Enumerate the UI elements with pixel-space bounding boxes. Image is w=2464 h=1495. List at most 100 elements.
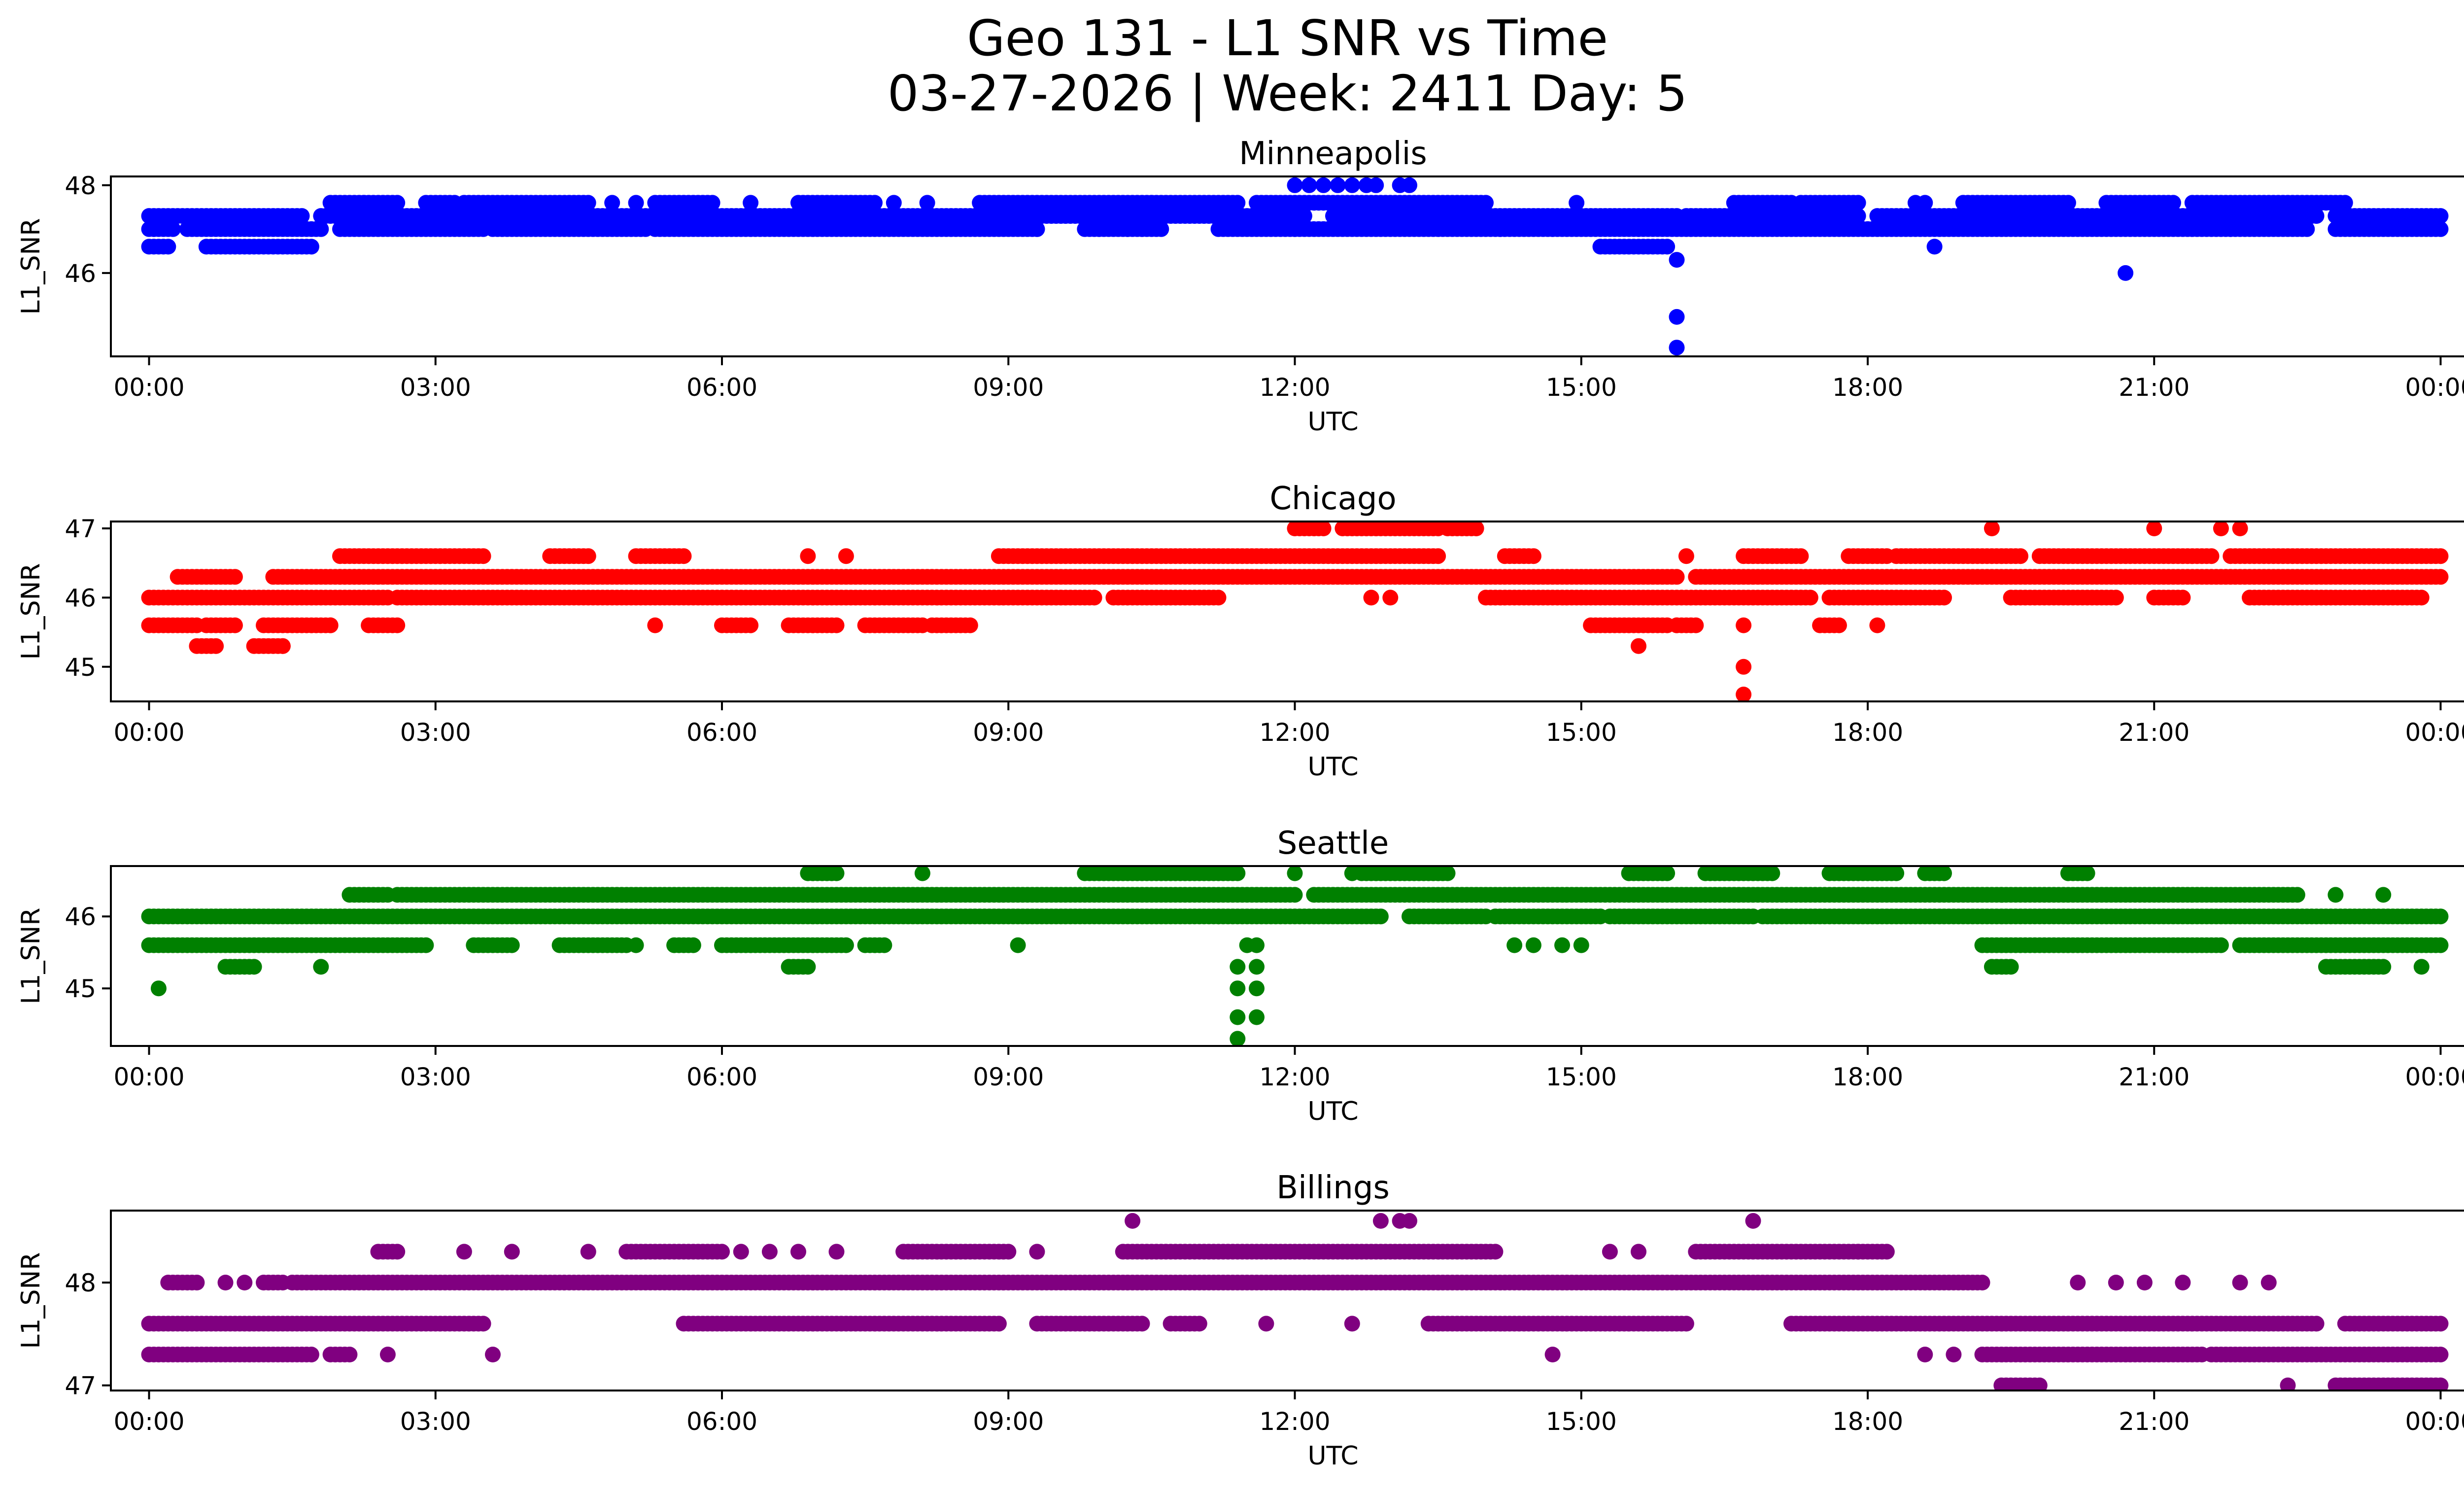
data-point xyxy=(733,1244,749,1260)
data-point xyxy=(1487,1244,1504,1260)
data-point xyxy=(303,1347,319,1362)
data-point xyxy=(2337,195,2353,211)
x-tick-label: 21:00 xyxy=(2119,718,2190,747)
data-point xyxy=(342,1347,358,1362)
x-tick-label: 09:00 xyxy=(973,373,1044,402)
x-tick-label: 03:00 xyxy=(400,373,471,402)
data-point xyxy=(2289,887,2305,903)
x-tick-label: 06:00 xyxy=(686,373,757,402)
data-point xyxy=(2413,590,2430,606)
x-tick-label: 21:00 xyxy=(2119,373,2190,402)
data-point xyxy=(580,548,596,564)
subplot-title-billings: Billings xyxy=(1276,1170,1390,1206)
data-point xyxy=(2118,265,2134,281)
data-point xyxy=(1736,617,1752,633)
data-point xyxy=(828,617,845,633)
data-point xyxy=(828,866,845,881)
y-tick-label: 45 xyxy=(65,974,96,1003)
data-point xyxy=(1974,1275,1990,1290)
scatter-series-seattle xyxy=(141,866,2449,1046)
data-point xyxy=(1402,177,1417,193)
data-point xyxy=(1368,177,1384,193)
data-point xyxy=(1659,866,1676,881)
data-point xyxy=(2308,1316,2325,1332)
data-point xyxy=(1688,617,1704,633)
data-point xyxy=(2146,522,2162,536)
data-point xyxy=(379,1347,396,1362)
data-point xyxy=(1764,866,1780,881)
y-tick-label: 47 xyxy=(65,515,96,543)
data-point xyxy=(2327,887,2344,903)
data-point xyxy=(227,569,243,585)
x-tick-label: 09:00 xyxy=(973,1063,1044,1091)
data-point xyxy=(1029,221,1045,237)
data-point xyxy=(322,617,339,633)
x-tick-label: 12:00 xyxy=(1259,1063,1330,1091)
data-point xyxy=(2308,208,2325,224)
data-point xyxy=(1850,208,1866,224)
data-point xyxy=(1879,1244,1895,1260)
data-point xyxy=(2223,221,2239,237)
x-tick-label: 00:00 xyxy=(2405,718,2464,747)
data-point xyxy=(1669,340,1685,356)
x-tick-label: 00:00 xyxy=(113,718,184,747)
axes-frame-chicago xyxy=(110,521,2464,702)
scatter-series-minneapolis xyxy=(141,177,2449,356)
data-point xyxy=(1573,937,1589,953)
data-point xyxy=(1678,548,1694,564)
data-point xyxy=(604,195,620,211)
data-point xyxy=(475,548,491,564)
data-point xyxy=(456,1244,472,1260)
data-point xyxy=(1191,1316,1207,1332)
data-point xyxy=(1230,1031,1246,1046)
data-point xyxy=(1287,866,1303,881)
y-tick-label: 46 xyxy=(65,259,96,288)
data-point xyxy=(1544,221,1561,237)
data-point xyxy=(1917,195,1933,211)
data-point xyxy=(1468,522,1484,536)
data-point xyxy=(2299,221,2315,237)
data-point xyxy=(1525,548,1541,564)
data-point xyxy=(1287,221,1303,237)
data-point xyxy=(919,195,935,211)
data-point xyxy=(2432,937,2449,953)
data-point xyxy=(2013,548,2028,564)
data-point xyxy=(504,1244,520,1260)
data-point xyxy=(1669,252,1685,268)
data-point xyxy=(2432,208,2449,224)
x-tick-label: 15:00 xyxy=(1546,373,1617,402)
figure-title-line2: 03-27-2026 | Week: 2411 Day: 5 xyxy=(887,65,1688,122)
data-point xyxy=(1230,959,1246,975)
x-axis-label-minneapolis: UTC xyxy=(1307,407,1358,437)
data-point xyxy=(1315,177,1332,193)
data-point xyxy=(886,195,902,211)
data-point xyxy=(1888,866,1905,881)
data-point xyxy=(1831,617,1847,633)
data-point xyxy=(2079,866,2095,881)
data-point xyxy=(1249,937,1265,953)
data-point xyxy=(1230,195,1246,211)
data-point xyxy=(1134,221,1150,237)
data-point xyxy=(274,638,291,654)
data-point xyxy=(1086,590,1102,606)
data-point xyxy=(208,638,224,654)
data-point xyxy=(2432,1377,2449,1391)
data-point xyxy=(1296,208,1312,224)
data-point xyxy=(1210,590,1227,606)
x-tick-label: 00:00 xyxy=(113,1063,184,1091)
data-point xyxy=(1091,221,1107,237)
data-point xyxy=(1249,1009,1265,1025)
y-axis-label-chicago: L1_SNR xyxy=(16,563,46,660)
data-point xyxy=(1230,980,1246,997)
data-point xyxy=(1554,937,1570,953)
data-point xyxy=(1678,1316,1694,1332)
x-tick-label: 21:00 xyxy=(2119,1063,2190,1091)
data-point xyxy=(1134,1316,1150,1332)
data-point xyxy=(165,221,181,237)
data-point xyxy=(1506,937,1523,953)
data-point xyxy=(2413,959,2430,975)
data-point xyxy=(914,866,930,881)
data-point xyxy=(1492,221,1508,237)
